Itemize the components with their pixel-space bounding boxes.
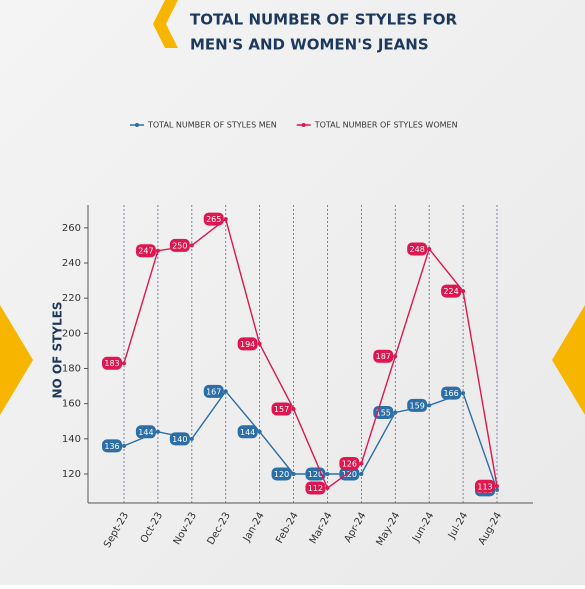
data-label-bg <box>407 398 428 412</box>
legend-marker <box>135 123 139 127</box>
data-label: 194 <box>240 340 255 349</box>
data-label-bg <box>237 425 258 439</box>
legend-label: TOTAL NUMBER OF STYLES WOMEN <box>314 121 458 130</box>
legend-marker <box>301 123 306 127</box>
data-label: 144 <box>138 428 153 437</box>
data-label: 167 <box>206 387 221 396</box>
data-point <box>325 471 330 476</box>
data-label-bg <box>169 238 190 252</box>
data-label-bg <box>373 349 394 363</box>
y-tick-label: 160 <box>62 399 81 410</box>
legend-label: TOTAL NUMBER OF STYLES MEN <box>147 121 277 130</box>
data-label: 136 <box>104 442 119 451</box>
data-label-bg <box>441 284 462 298</box>
data-point <box>427 246 432 251</box>
chart-title: TOTAL NUMBER OF STYLES FOR <box>190 11 457 29</box>
data-point <box>291 406 296 411</box>
data-point <box>155 248 160 253</box>
data-point <box>257 429 262 434</box>
data-label: 183 <box>104 359 119 368</box>
data-label-bg <box>475 479 495 493</box>
y-tick-label: 220 <box>62 293 81 304</box>
data-label-bg <box>102 356 122 370</box>
data-label-bg <box>203 384 224 398</box>
data-label-bg <box>339 456 360 470</box>
decor <box>552 305 585 415</box>
y-tick-label: 140 <box>62 434 81 445</box>
data-point <box>257 341 262 346</box>
decor <box>0 305 33 415</box>
data-label: 250 <box>172 241 187 250</box>
data-point <box>223 389 228 394</box>
data-label-bg <box>135 425 156 439</box>
data-point <box>155 429 160 434</box>
data-label-bg <box>135 244 156 258</box>
data-point <box>495 487 499 492</box>
data-label: 140 <box>172 435 187 444</box>
data-label: 247 <box>138 247 153 256</box>
data-label-bg <box>102 439 122 453</box>
data-label: 159 <box>410 401 425 410</box>
data-point <box>122 361 126 366</box>
data-point <box>393 354 398 359</box>
data-label-bg <box>305 481 326 495</box>
data-label-bg <box>237 337 258 351</box>
data-point <box>359 471 364 476</box>
data-label-bg <box>441 386 462 400</box>
data-point <box>325 486 330 491</box>
data-label-bg <box>203 212 224 226</box>
data-point <box>461 391 466 396</box>
y-tick-label: 260 <box>62 223 81 234</box>
y-tick-label: 240 <box>62 258 81 269</box>
data-label: 248 <box>410 245 425 254</box>
data-label-bg <box>271 467 292 481</box>
data-point <box>189 436 194 441</box>
y-tick-label: 200 <box>62 328 81 339</box>
data-label-bg <box>169 432 190 446</box>
decor <box>153 0 178 48</box>
data-label-bg <box>407 242 428 256</box>
data-label: 265 <box>206 215 221 224</box>
data-point <box>461 289 466 294</box>
data-point <box>122 443 126 448</box>
data-point <box>291 471 296 476</box>
data-label: 120 <box>308 470 323 479</box>
data-label: 113 <box>477 482 492 491</box>
data-label: 144 <box>240 428 255 437</box>
data-label-bg <box>271 402 292 416</box>
y-axis-label: NO OF STYLES <box>51 301 65 398</box>
data-label: 157 <box>274 405 289 414</box>
data-point <box>223 217 228 222</box>
data-point <box>189 243 194 248</box>
data-label: 112 <box>308 484 323 493</box>
chart-subtitle: MEN'S AND WOMEN'S JEANS <box>190 36 429 54</box>
data-label-bg <box>339 467 360 481</box>
data-label: 120 <box>342 470 357 479</box>
data-label: 187 <box>376 352 391 361</box>
data-label: 166 <box>443 389 458 398</box>
data-point <box>359 461 364 466</box>
y-tick-label: 180 <box>62 364 81 375</box>
data-label: 120 <box>274 470 289 479</box>
data-point <box>393 410 398 415</box>
data-label: 155 <box>376 408 391 417</box>
y-tick-label: 120 <box>62 469 81 480</box>
data-label: 224 <box>443 287 458 296</box>
data-point <box>427 403 432 408</box>
data-point <box>495 484 499 489</box>
data-label: 126 <box>342 459 357 468</box>
